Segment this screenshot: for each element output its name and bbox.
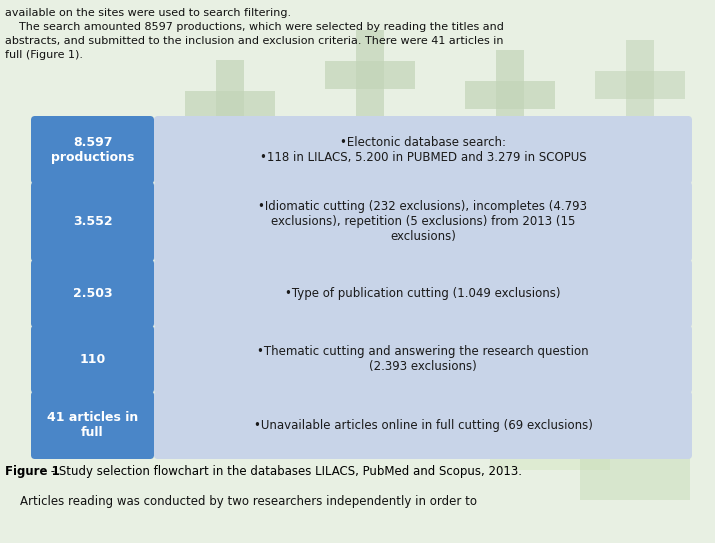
Text: Articles reading was conducted by two researchers independently in order to: Articles reading was conducted by two re… [5,495,477,508]
FancyBboxPatch shape [185,91,275,119]
Text: 2.503: 2.503 [73,287,112,300]
Text: 41 articles in
full: 41 articles in full [47,411,138,439]
FancyBboxPatch shape [305,276,395,304]
FancyBboxPatch shape [31,391,154,459]
Text: The search amounted 8597 productions, which were selected by reading the titles : The search amounted 8597 productions, wh… [5,22,504,32]
Text: •Electonic database search:
•118 in LILACS, 5.200 in PUBMED and 3.279 in SCOPUS: •Electonic database search: •118 in LILA… [260,136,586,164]
FancyBboxPatch shape [490,390,610,470]
FancyBboxPatch shape [595,71,685,99]
Text: available on the sites were used to search filtering.: available on the sites were used to sear… [5,8,291,18]
FancyBboxPatch shape [31,260,154,327]
Text: Figure 1: Figure 1 [5,465,60,478]
Text: •Thematic cutting and answering the research question
(2.393 exclusions): •Thematic cutting and answering the rese… [257,345,589,373]
FancyBboxPatch shape [154,116,692,184]
FancyBboxPatch shape [31,182,154,262]
FancyBboxPatch shape [476,265,504,355]
FancyBboxPatch shape [356,30,384,120]
FancyBboxPatch shape [580,430,690,500]
FancyBboxPatch shape [31,116,154,184]
Text: •Idiomatic cutting (232 exclusions), incompletes (4.793
exclusions), repetition : •Idiomatic cutting (232 exclusions), inc… [259,200,588,243]
Text: 8.597
productions: 8.597 productions [51,136,134,164]
Text: •Type of publication cutting (1.049 exclusions): •Type of publication cutting (1.049 excl… [285,287,561,300]
FancyBboxPatch shape [336,245,364,335]
FancyBboxPatch shape [465,81,555,109]
FancyBboxPatch shape [445,296,535,324]
FancyBboxPatch shape [154,391,692,459]
Text: 3.552: 3.552 [73,215,112,228]
FancyBboxPatch shape [325,61,415,89]
FancyBboxPatch shape [626,40,654,130]
FancyBboxPatch shape [154,260,692,327]
FancyBboxPatch shape [154,325,692,393]
Text: - Study selection flowchart in the databases LILACS, PubMed and Scopus, 2013.: - Study selection flowchart in the datab… [47,465,522,478]
Text: •Unavailable articles online in full cutting (69 exclusions): •Unavailable articles online in full cut… [254,419,593,432]
Text: full (Figure 1).: full (Figure 1). [5,50,83,60]
FancyBboxPatch shape [496,50,524,140]
FancyBboxPatch shape [31,325,154,393]
FancyBboxPatch shape [216,60,244,150]
Text: 110: 110 [79,353,106,366]
Text: abstracts, and submitted to the inclusion and exclusion criteria. There were 41 : abstracts, and submitted to the inclusio… [5,36,503,46]
FancyBboxPatch shape [154,182,692,262]
